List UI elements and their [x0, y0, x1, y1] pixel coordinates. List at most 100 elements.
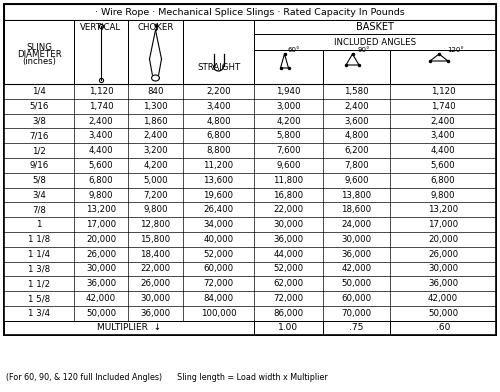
Text: 1/4: 1/4	[32, 87, 46, 96]
Text: 84,000: 84,000	[204, 294, 234, 303]
Text: 5/8: 5/8	[32, 176, 46, 185]
Text: 24,000: 24,000	[342, 220, 372, 229]
Bar	[4, 202, 496, 217]
Text: CHOKER: CHOKER	[138, 22, 173, 31]
Text: 36,000: 36,000	[428, 279, 458, 288]
Text: 3,400: 3,400	[430, 131, 456, 140]
Bar	[4, 188, 496, 202]
Text: MULTIPLIER  ↓: MULTIPLIER ↓	[97, 323, 161, 332]
Text: 70,000: 70,000	[342, 309, 372, 318]
Text: 36,000: 36,000	[140, 309, 170, 318]
Text: 13,800: 13,800	[342, 191, 372, 200]
Text: 50,000: 50,000	[342, 279, 372, 288]
Bar	[254, 20, 496, 34]
Bar	[254, 34, 496, 50]
Text: SLING: SLING	[26, 42, 52, 51]
Text: 13,200: 13,200	[86, 205, 116, 214]
Text: 3,000: 3,000	[276, 102, 301, 111]
Text: 7/8: 7/8	[32, 205, 46, 214]
Text: 1,580: 1,580	[344, 87, 369, 96]
Text: 60°: 60°	[288, 47, 300, 53]
Text: 17,000: 17,000	[86, 220, 116, 229]
Bar	[4, 4, 496, 20]
Text: 1,940: 1,940	[276, 87, 301, 96]
Bar	[4, 276, 496, 291]
Text: 44,000: 44,000	[274, 250, 304, 259]
Bar	[390, 50, 496, 84]
Text: 3/4: 3/4	[32, 191, 46, 200]
Bar	[4, 84, 496, 99]
Text: 1.00: 1.00	[278, 323, 298, 332]
Text: 120°: 120°	[447, 47, 464, 53]
Text: 4,200: 4,200	[276, 116, 301, 125]
Text: 1,120: 1,120	[430, 87, 456, 96]
Text: 72,000: 72,000	[274, 294, 304, 303]
Text: 3/8: 3/8	[32, 116, 46, 125]
Text: 16,800: 16,800	[274, 191, 304, 200]
Bar	[4, 158, 496, 173]
Text: 9/16: 9/16	[30, 161, 48, 170]
Text: 2,400: 2,400	[143, 131, 168, 140]
Text: 20,000: 20,000	[86, 235, 116, 244]
Text: 1,860: 1,860	[143, 116, 168, 125]
Text: 18,600: 18,600	[342, 205, 372, 214]
Text: · Wire Rope · Mechanical Splice Slings · Rated Capacity In Pounds: · Wire Rope · Mechanical Splice Slings ·…	[95, 7, 405, 16]
Text: 840: 840	[147, 87, 164, 96]
Bar	[4, 20, 74, 84]
Text: 4,200: 4,200	[143, 161, 168, 170]
Bar	[4, 114, 496, 129]
Text: 7,600: 7,600	[276, 146, 301, 155]
Text: 100,000: 100,000	[200, 309, 236, 318]
Bar	[74, 20, 128, 84]
Text: 1,120: 1,120	[88, 87, 114, 96]
Text: 30,000: 30,000	[274, 220, 304, 229]
Text: 30,000: 30,000	[342, 235, 372, 244]
Text: 72,000: 72,000	[204, 279, 234, 288]
Text: 26,000: 26,000	[428, 250, 458, 259]
Text: 1/2: 1/2	[32, 146, 46, 155]
Text: 12,800: 12,800	[140, 220, 170, 229]
Text: 2,400: 2,400	[430, 116, 456, 125]
Text: .75: .75	[350, 323, 364, 332]
Text: 13,600: 13,600	[204, 176, 234, 185]
Text: 36,000: 36,000	[86, 279, 116, 288]
Text: .60: .60	[436, 323, 450, 332]
Text: 30,000: 30,000	[428, 265, 458, 274]
Text: 1,740: 1,740	[430, 102, 456, 111]
Text: (inches): (inches)	[22, 56, 56, 65]
Text: 4,800: 4,800	[206, 116, 231, 125]
Bar	[4, 261, 496, 276]
Text: 52,000: 52,000	[274, 265, 304, 274]
Text: 22,000: 22,000	[140, 265, 170, 274]
Bar	[4, 99, 496, 114]
Text: 5,800: 5,800	[276, 131, 301, 140]
Bar	[4, 4, 496, 335]
Text: 9,800: 9,800	[431, 191, 455, 200]
Text: 11,200: 11,200	[204, 161, 234, 170]
Text: 9,600: 9,600	[344, 176, 369, 185]
Text: 3,400: 3,400	[88, 131, 114, 140]
Text: 8,800: 8,800	[206, 146, 231, 155]
Text: 7,800: 7,800	[344, 161, 369, 170]
Text: 7,200: 7,200	[143, 191, 168, 200]
Text: 4,800: 4,800	[344, 131, 369, 140]
Text: INCLUDED ANGLES: INCLUDED ANGLES	[334, 38, 416, 47]
Bar	[323, 50, 390, 84]
Bar	[4, 247, 496, 261]
Text: 5/16: 5/16	[30, 102, 48, 111]
Text: 60,000: 60,000	[204, 265, 234, 274]
Text: 50,000: 50,000	[428, 309, 458, 318]
Text: 5,000: 5,000	[143, 176, 168, 185]
Text: 4,400: 4,400	[88, 146, 114, 155]
Text: 20,000: 20,000	[428, 235, 458, 244]
Text: 1 1/8: 1 1/8	[28, 235, 50, 244]
Bar	[254, 50, 323, 84]
Text: DIAMETER: DIAMETER	[16, 49, 62, 58]
Text: 34,000: 34,000	[204, 220, 234, 229]
Text: 1 1/2: 1 1/2	[28, 279, 50, 288]
Text: 6,800: 6,800	[430, 176, 456, 185]
Text: VERTICAL: VERTICAL	[80, 22, 122, 31]
Text: 86,000: 86,000	[274, 309, 304, 318]
Text: 30,000: 30,000	[140, 294, 170, 303]
Text: 3,200: 3,200	[143, 146, 168, 155]
